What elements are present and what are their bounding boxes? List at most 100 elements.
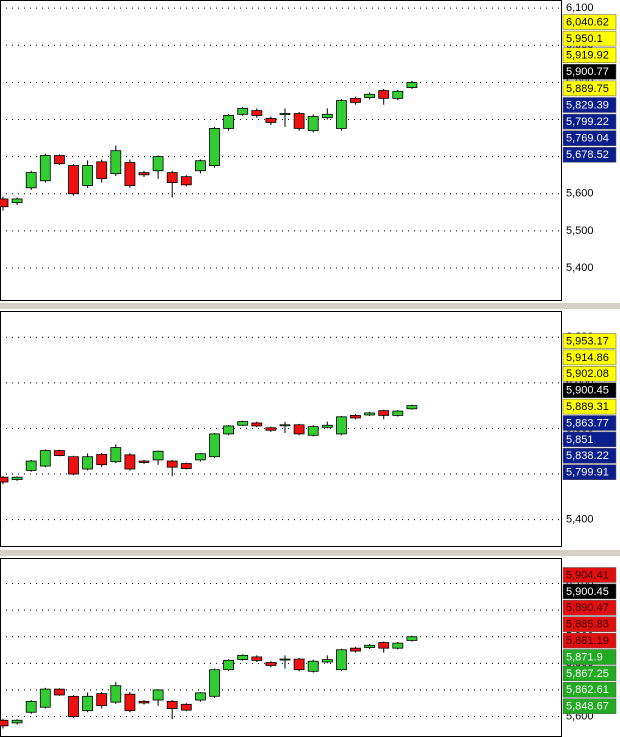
price-tag-label: 5,953.17 — [566, 335, 609, 347]
price-tag — [562, 30, 617, 47]
price-tag — [562, 616, 617, 632]
price-tag — [562, 665, 617, 682]
candle-body — [406, 405, 418, 410]
y-tick-label: 5,400 — [566, 262, 594, 274]
price-tag-label: 5,890.47 — [566, 602, 609, 614]
price-tag — [562, 366, 617, 382]
candle-body — [223, 425, 235, 435]
price-tag — [562, 147, 617, 163]
candle-body — [251, 422, 263, 427]
candle-body — [194, 160, 206, 172]
candle-body — [138, 172, 150, 176]
price-tag — [562, 349, 617, 366]
price-tag-label: 5,900.45 — [566, 385, 609, 397]
candle-body — [152, 156, 164, 172]
price-tag-label: 5,867.25 — [566, 668, 609, 680]
price-tag-label: 5,678.52 — [566, 149, 609, 161]
candle-body — [251, 110, 263, 116]
price-tag — [562, 567, 617, 583]
candle-body — [378, 642, 390, 649]
candle-body — [68, 695, 79, 717]
price-tag — [562, 583, 617, 600]
price-tag-label: 5,919.92 — [566, 50, 609, 62]
price-tag — [562, 47, 617, 63]
candle-body — [237, 421, 249, 426]
price-tag — [562, 130, 617, 146]
price-tag — [562, 382, 617, 398]
candle-body — [54, 688, 65, 696]
candle-body — [293, 424, 305, 435]
candle-body — [350, 415, 361, 419]
candle-body — [0, 719, 9, 727]
candle-body — [209, 128, 220, 166]
price-tag — [562, 415, 617, 431]
price-tag-label: 6,040.62 — [566, 16, 609, 28]
splitter — [0, 550, 620, 556]
candle-body — [82, 456, 93, 470]
candle-body — [209, 669, 220, 697]
price-tag — [562, 14, 617, 30]
candle-body — [307, 426, 319, 436]
plot-frame — [0, 311, 562, 547]
y-tick-label: 5,400 — [566, 514, 594, 526]
candle-body — [209, 433, 220, 458]
price-tag-label: 5,881.19 — [566, 635, 609, 647]
candle-body — [124, 162, 136, 186]
price-tag — [562, 113, 617, 130]
candle-body — [180, 463, 192, 469]
candle-body — [110, 685, 122, 703]
candle-body — [96, 454, 108, 466]
candle-body — [223, 115, 235, 129]
price-tag-label: 5,885.83 — [566, 619, 609, 631]
candle-body — [265, 427, 277, 431]
price-tag-label: 5,863.77 — [566, 417, 609, 429]
candle-body — [237, 654, 249, 661]
candle-body — [82, 165, 93, 186]
candle-body — [392, 90, 404, 99]
candle-body — [194, 692, 206, 701]
price-tag — [562, 431, 617, 448]
candle-body — [25, 460, 37, 471]
candle-body — [39, 155, 51, 182]
candle-body — [251, 656, 263, 661]
candle-body — [279, 658, 291, 661]
candle-body — [265, 662, 277, 666]
candle-body — [166, 172, 178, 184]
candle-body — [279, 424, 291, 427]
candle-body — [392, 642, 404, 649]
candle-body — [321, 424, 333, 428]
candle-body — [152, 689, 164, 701]
candle-body — [350, 647, 361, 652]
candle-body — [350, 97, 361, 103]
candle-body — [54, 450, 65, 456]
candle-body — [307, 116, 319, 132]
candle-body — [293, 113, 305, 129]
candle-body — [364, 412, 376, 416]
candle-body — [54, 155, 65, 165]
candle-body — [223, 659, 235, 671]
candle-body — [180, 703, 192, 711]
price-tag — [562, 682, 617, 698]
candle-body — [279, 113, 291, 115]
price-tag-label: 5,900.77 — [566, 66, 609, 78]
candle-body — [406, 81, 418, 88]
price-tag — [562, 80, 617, 97]
price-tag-label: 5,799.91 — [566, 467, 609, 479]
price-tag-label: 5,950.1 — [566, 33, 603, 45]
candle-body — [166, 700, 178, 709]
price-tag — [562, 632, 617, 649]
candle-body — [96, 161, 108, 179]
candle-body — [0, 476, 9, 483]
candle-body — [152, 450, 164, 461]
y-tick-label: 5,600 — [566, 188, 594, 200]
candle-body — [406, 636, 418, 641]
price-tag — [562, 333, 617, 349]
price-tag-label: 5,769.04 — [566, 133, 609, 145]
price-tag — [562, 464, 617, 480]
price-tag-label: 5,889.75 — [566, 83, 609, 95]
candle-body — [110, 447, 122, 463]
price-tag-label: 5,904.41 — [566, 569, 609, 581]
candle-body — [110, 150, 122, 175]
